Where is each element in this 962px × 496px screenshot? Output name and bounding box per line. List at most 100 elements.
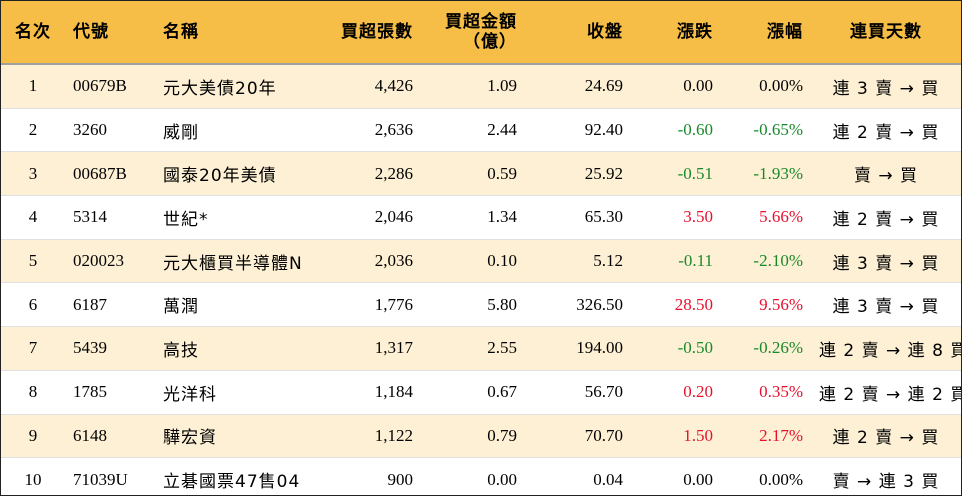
streak-cell: 連 2 賣 → 買: [811, 108, 961, 153]
net-buy-lots-cell: 2,636: [321, 108, 421, 153]
change-cell: -0.11: [631, 239, 721, 284]
change-cell: 0.00: [631, 457, 721, 495]
change-pct-cell: -2.10%: [721, 239, 811, 284]
change-pct-cell: 2.17%: [721, 414, 811, 459]
change-pct-cell: 0.00%: [721, 64, 811, 109]
close-cell: 24.69: [531, 64, 631, 109]
name-cell: 驊宏資: [151, 414, 321, 459]
code-cell: 6187: [65, 282, 151, 328]
close-cell: 65.30: [531, 195, 631, 240]
change-cell: -0.51: [631, 151, 721, 197]
net-buy-lots-cell: 1,317: [321, 326, 421, 371]
rank-cell: 1: [1, 64, 65, 109]
change-cell: 3.50: [631, 195, 721, 240]
table-body: 1 00679B 元大美債20年 4,426 1.09 24.69 0.00 0.00% 連 3…: [1, 64, 961, 495]
net-buy-lots-cell: 2,046: [321, 195, 421, 240]
net-buy-lots-cell: 4,426: [321, 64, 421, 109]
streak-cell: 連 3 賣 → 買: [811, 64, 961, 109]
code-cell: 1785: [65, 370, 151, 415]
change-pct-cell: 9.56%: [721, 282, 811, 328]
streak-cell: 連 2 賣 → 買: [811, 195, 961, 240]
rank-cell: 7: [1, 326, 65, 371]
table-row: 1 00679B 元大美債20年 4,426 1.09 24.69 0.00 0.00% 連 3…: [1, 64, 961, 109]
name-cell: 高技: [151, 326, 321, 371]
streak-cell: 連 3 賣 → 買: [811, 239, 961, 284]
header-net-buy-amount: 買超金額 （億）: [421, 1, 531, 65]
net-buy-lots-cell: 900: [321, 457, 421, 495]
close-cell: 326.50: [531, 282, 631, 328]
rank-cell: 8: [1, 370, 65, 415]
table-row: 8 1785 光洋科 1,184 0.67 56.70 0.20 0.35% 連 2 賣 → 連…: [1, 370, 961, 415]
code-cell: 6148: [65, 414, 151, 459]
net-buy-lots-cell: 1,776: [321, 282, 421, 328]
change-cell: -0.60: [631, 108, 721, 153]
rank-cell: 2: [1, 108, 65, 153]
close-cell: 25.92: [531, 151, 631, 197]
change-pct-cell: -1.93%: [721, 151, 811, 197]
code-cell: 00687B: [65, 151, 151, 197]
table-row: 7 5439 高技 1,317 2.55 194.00 -0.50 -0.26% 連 2 賣 →…: [1, 326, 961, 371]
name-cell: 萬潤: [151, 282, 321, 328]
change-cell: 28.50: [631, 282, 721, 328]
close-cell: 194.00: [531, 326, 631, 371]
header-change-pct: 漲幅: [721, 1, 811, 65]
table-row: 5 020023 元大櫃買半導體N 2,036 0.10 5.12 -0.11 -2.10% 連…: [1, 239, 961, 284]
table-row: 2 3260 威剛 2,636 2.44 92.40 -0.60 -0.65% 連 2 賣 → …: [1, 108, 961, 153]
code-cell: 5314: [65, 195, 151, 240]
net-buy-amount-cell: 1.34: [421, 195, 531, 240]
close-cell: 56.70: [531, 370, 631, 415]
header-rank: 名次: [1, 1, 65, 65]
rank-cell: 3: [1, 151, 65, 197]
close-cell: 92.40: [531, 108, 631, 153]
header-net-buy-lots: 買超張數: [321, 1, 421, 65]
change-cell: 0.20: [631, 370, 721, 415]
table-row: 9 6148 驊宏資 1,122 0.79 70.70 1.50 2.17% 連 2 賣 → 買: [1, 414, 961, 459]
streak-cell: 連 2 賣 → 買: [811, 414, 961, 459]
net-buy-amount-cell: 0.79: [421, 414, 531, 459]
net-buy-amount-cell: 0.00: [421, 457, 531, 495]
change-cell: -0.50: [631, 326, 721, 371]
close-cell: 70.70: [531, 414, 631, 459]
name-cell: 世紀*: [151, 195, 321, 240]
name-cell: 國泰20年美債: [151, 151, 321, 197]
change-pct-cell: 5.66%: [721, 195, 811, 240]
change-pct-cell: -0.26%: [721, 326, 811, 371]
net-buy-amount-cell: 0.59: [421, 151, 531, 197]
name-cell: 威剛: [151, 108, 321, 153]
rank-cell: 10: [1, 457, 65, 495]
table-row: 6 6187 萬潤 1,776 5.80 326.50 28.50 9.56% 連 3 賣 → …: [1, 282, 961, 328]
header-streak: 連買天數: [811, 1, 961, 65]
change-pct-cell: 0.35%: [721, 370, 811, 415]
header-row: 名次 代號 名稱 買超張數 買超金額 （億） 收盤 漲跌 漲幅 連買天數: [1, 1, 961, 65]
header-close: 收盤: [531, 1, 631, 65]
net-buy-lots-cell: 2,036: [321, 239, 421, 284]
net-buy-amount-cell: 0.10: [421, 239, 531, 284]
code-cell: 71039U: [65, 457, 151, 495]
net-buy-lots-cell: 1,122: [321, 414, 421, 459]
code-cell: 3260: [65, 108, 151, 153]
name-cell: 元大櫃買半導體N: [151, 239, 321, 284]
rank-cell: 9: [1, 414, 65, 459]
net-buy-amount-cell: 1.09: [421, 64, 531, 109]
close-cell: 0.04: [531, 457, 631, 495]
net-buy-lots-cell: 2,286: [321, 151, 421, 197]
header-name: 名稱: [151, 1, 321, 65]
name-cell: 立碁國票47售04: [151, 457, 321, 495]
header-code: 代號: [65, 1, 151, 65]
table-row: 4 5314 世紀* 2,046 1.34 65.30 3.50 5.66% 連 2 賣 → 買: [1, 195, 961, 240]
code-cell: 5439: [65, 326, 151, 371]
code-cell: 020023: [65, 239, 151, 284]
header-change: 漲跌: [631, 1, 721, 65]
streak-cell: 連 3 賣 → 買: [811, 282, 961, 328]
streak-cell: 連 2 賣 → 連 8 買: [811, 326, 961, 371]
change-cell: 0.00: [631, 64, 721, 109]
header-net-buy-amount-label: 買超金額: [445, 12, 517, 32]
rank-cell: 5: [1, 239, 65, 284]
header-net-buy-amount-unit: （億）: [463, 32, 517, 52]
net-buy-amount-cell: 0.67: [421, 370, 531, 415]
name-cell: 元大美債20年: [151, 64, 321, 109]
streak-cell: 賣 → 連 3 買: [811, 457, 961, 495]
table-row: 3 00687B 國泰20年美債 2,286 0.59 25.92 -0.51 -1.93% 賣…: [1, 151, 961, 197]
